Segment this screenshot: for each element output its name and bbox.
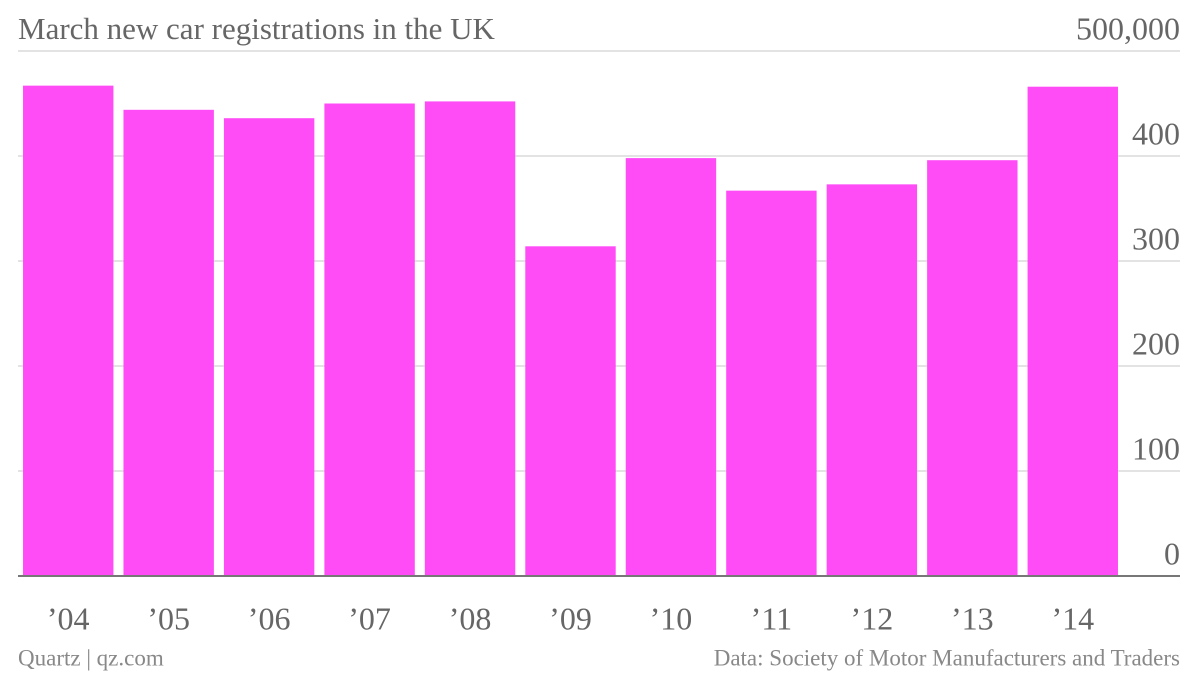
bar bbox=[826, 184, 918, 576]
x-tick-label: ’09 bbox=[549, 600, 592, 636]
y-tick-label: 500,000 bbox=[1076, 10, 1180, 46]
bar bbox=[23, 85, 114, 577]
bar bbox=[525, 246, 616, 577]
bar bbox=[324, 103, 415, 576]
y-tick-label: 0 bbox=[1164, 535, 1180, 571]
bar bbox=[927, 160, 1018, 576]
chart-title: March new car registrations in the UK bbox=[18, 11, 496, 46]
x-tick-label: ’08 bbox=[449, 600, 492, 636]
x-tick-label: ’14 bbox=[1051, 600, 1094, 636]
bar bbox=[1027, 86, 1118, 576]
y-tick-label: 400 bbox=[1132, 115, 1180, 151]
bar bbox=[424, 101, 516, 577]
x-tick-label: ’13 bbox=[951, 600, 994, 636]
x-tick-label: ’07 bbox=[348, 600, 391, 636]
bar bbox=[625, 158, 717, 576]
x-tick-label: ’11 bbox=[751, 600, 792, 636]
bar bbox=[223, 118, 315, 576]
x-tick-label: ’10 bbox=[650, 600, 693, 636]
y-tick-label: 300 bbox=[1132, 220, 1180, 256]
x-tick-label: ’12 bbox=[851, 600, 894, 636]
bar bbox=[726, 190, 817, 576]
x-tick-label: ’04 bbox=[47, 600, 90, 636]
y-tick-label: 200 bbox=[1132, 325, 1180, 361]
bar bbox=[123, 109, 214, 577]
x-tick-label: ’05 bbox=[147, 600, 190, 636]
credit: Quartz | qz.com bbox=[18, 645, 164, 670]
y-tick-label: 100 bbox=[1132, 430, 1180, 466]
source: Data: Society of Motor Manufacturers and… bbox=[714, 645, 1180, 670]
x-tick-label: ’06 bbox=[248, 600, 291, 636]
